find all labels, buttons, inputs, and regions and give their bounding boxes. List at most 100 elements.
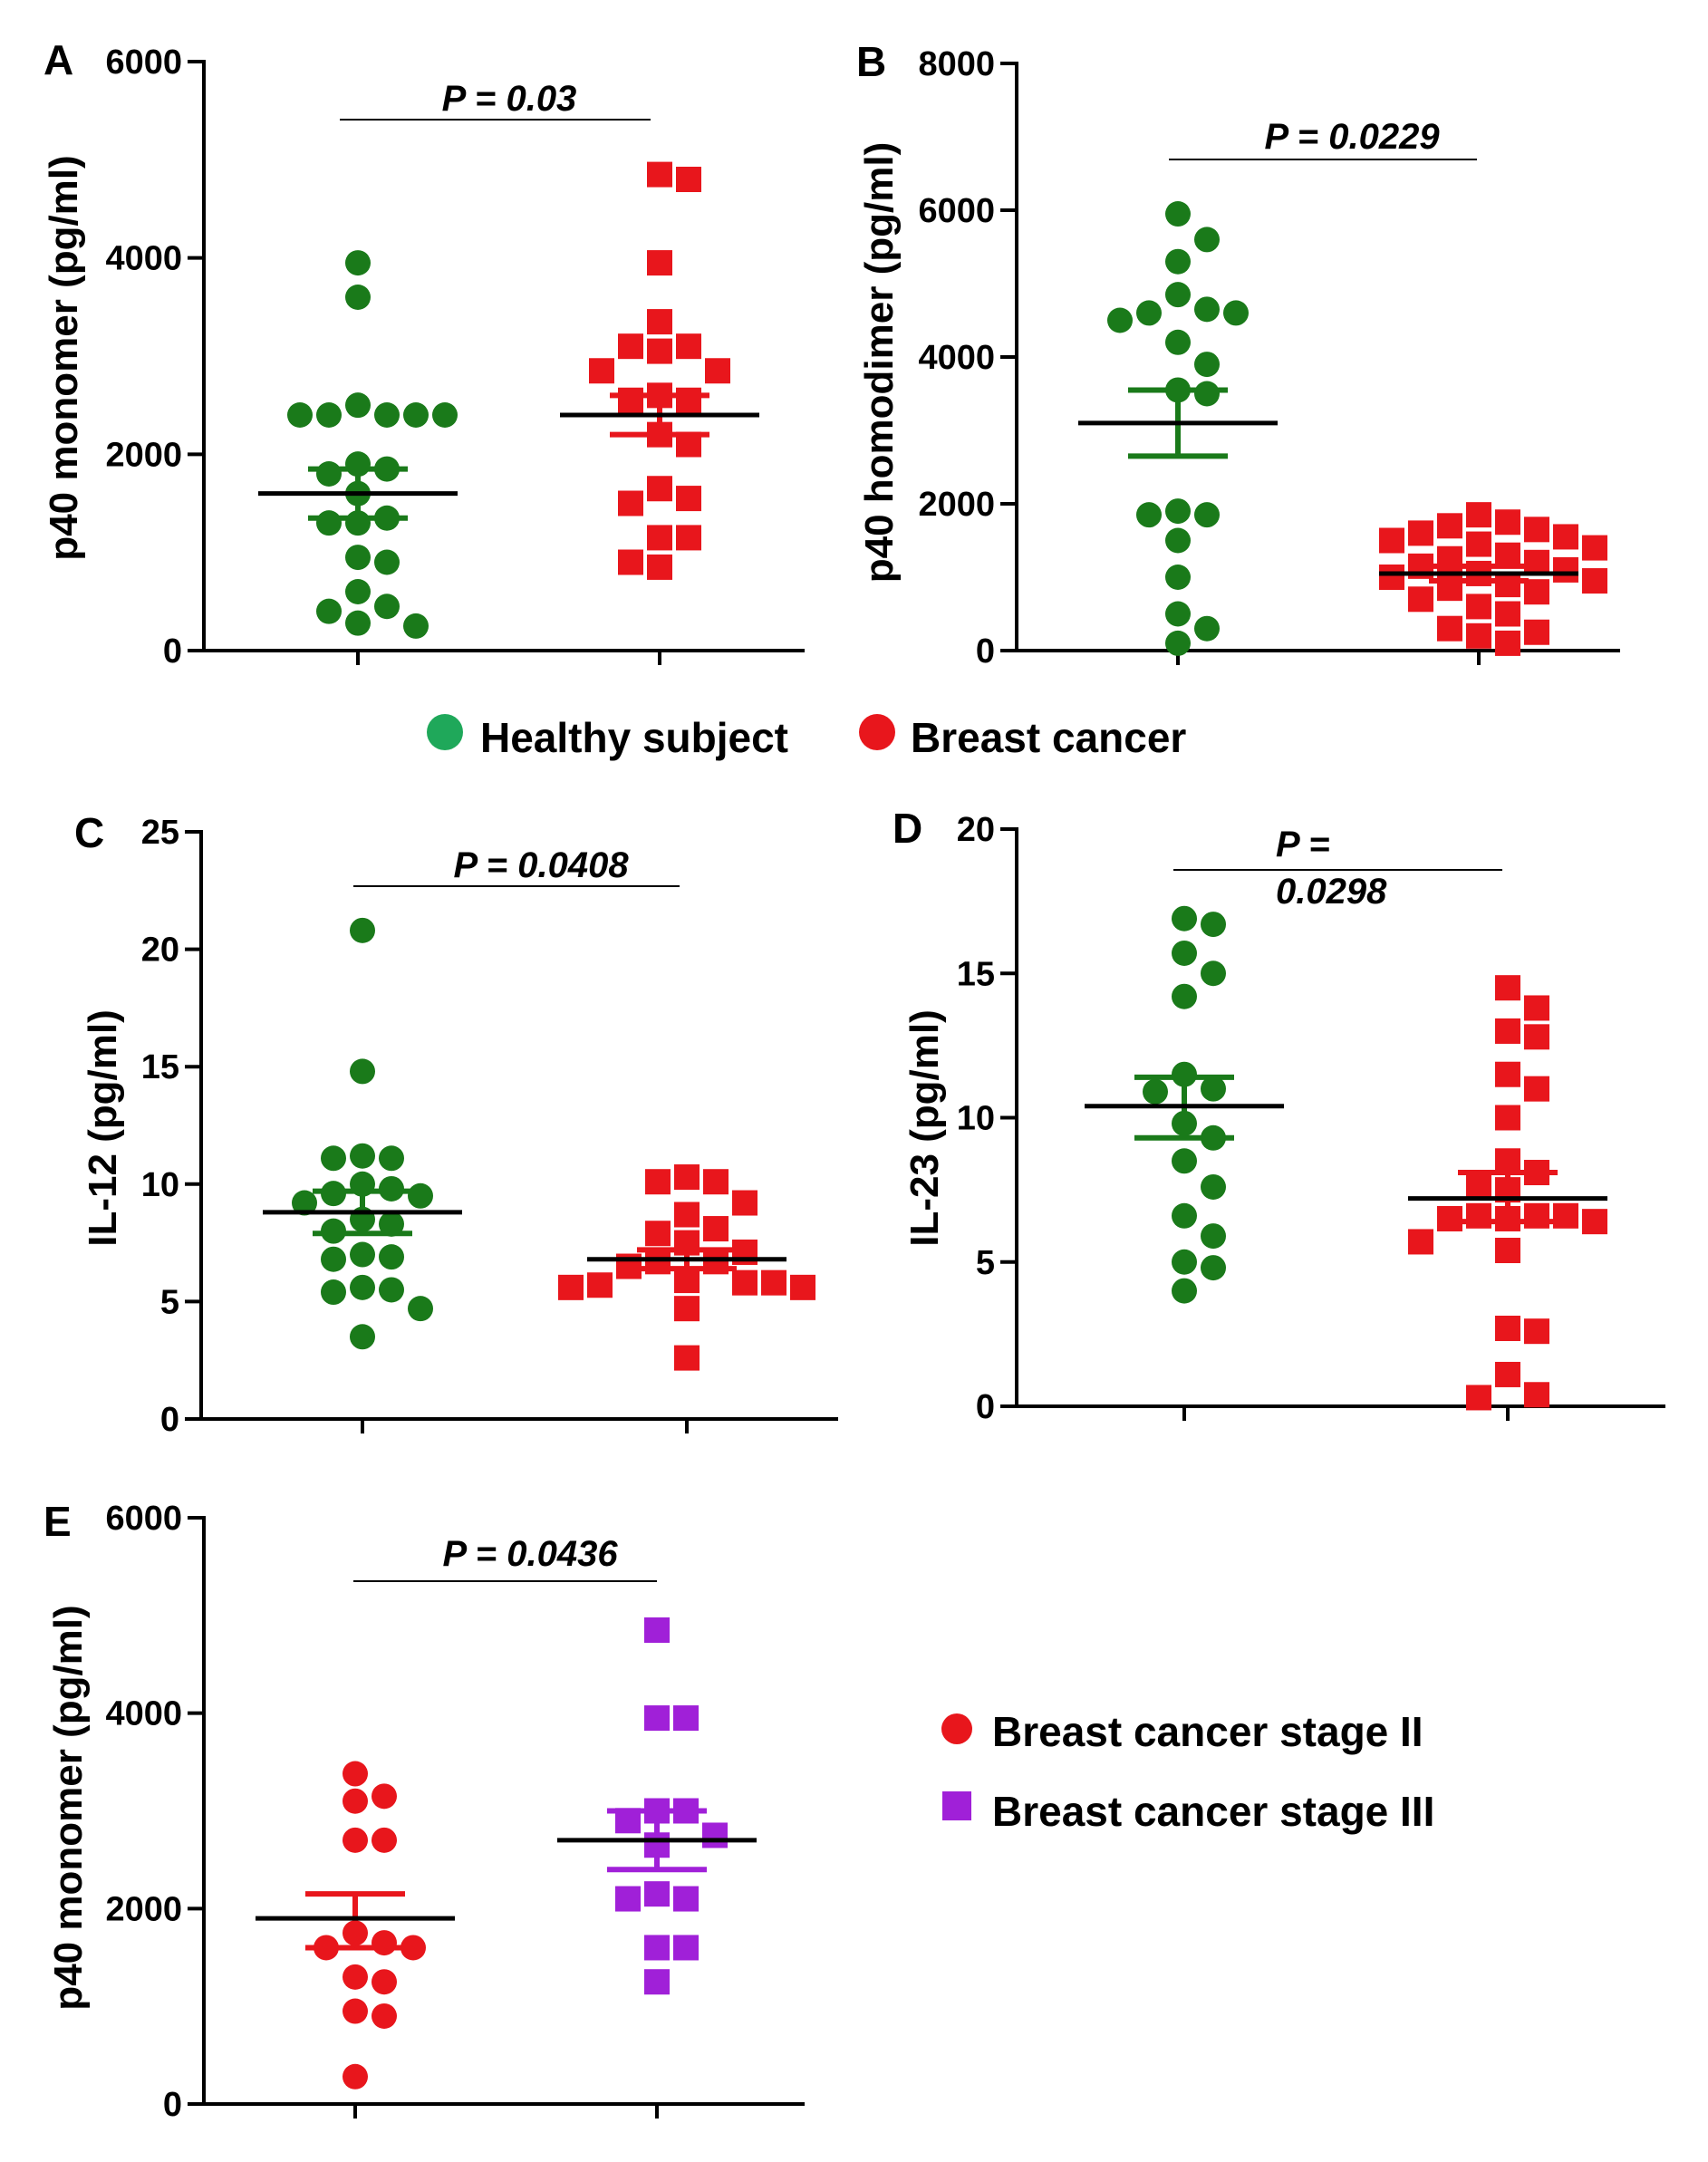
- data-point: [1466, 594, 1491, 620]
- data-point: [676, 167, 701, 192]
- data-point: [790, 1274, 815, 1300]
- data-point: [374, 594, 400, 620]
- data-point: [343, 1998, 368, 2024]
- y-tick-label: 6000: [918, 192, 995, 230]
- panel-b: B 0 2000 4000 6000 8000 p40 homodimer (pg/ml) P…: [856, 38, 1620, 671]
- data-point: [1194, 502, 1220, 528]
- legend-marker-stage-ii: [941, 1713, 972, 1744]
- data-point: [1194, 296, 1220, 323]
- data-point: [1201, 1173, 1226, 1200]
- data-point: [372, 1783, 397, 1810]
- data-point: [374, 549, 400, 575]
- y-tick-label: 4000: [105, 1695, 182, 1733]
- pvalue-label: P = 0.0408: [453, 845, 629, 885]
- data-point: [1437, 1205, 1462, 1231]
- data-point: [1194, 615, 1220, 642]
- data-point: [1495, 572, 1520, 598]
- data-point: [703, 1169, 729, 1195]
- pvalue-label: P = 0.03: [442, 79, 577, 119]
- data-point: [316, 461, 342, 487]
- data-point: [732, 1190, 758, 1216]
- data-point: [343, 1827, 368, 1853]
- data-point: [1172, 1061, 1197, 1087]
- legend-label-healthy: Healthy subject: [480, 714, 788, 761]
- data-point: [1172, 1278, 1197, 1304]
- data-point: [1524, 1202, 1549, 1229]
- data-point: [343, 2063, 368, 2090]
- y-tick-label: 5: [160, 1283, 179, 1321]
- y-tick-label: 4000: [105, 240, 182, 278]
- data-point: [644, 1935, 670, 1961]
- data-point: [1553, 556, 1578, 583]
- data-point: [1582, 535, 1607, 561]
- data-point: [1223, 300, 1249, 326]
- data-point: [350, 1274, 375, 1300]
- data-point: [343, 1964, 368, 1990]
- data-point: [408, 1182, 433, 1209]
- y-tick-label: 8000: [918, 45, 995, 83]
- data-point: [1165, 329, 1191, 355]
- data-point: [1466, 1171, 1491, 1197]
- data-point: [1524, 1076, 1549, 1102]
- data-point: [372, 1930, 397, 1956]
- data-point: [1495, 509, 1520, 536]
- legend-top: Healthy subject Breast cancer: [427, 714, 1186, 761]
- y-tick-label: 10: [957, 1100, 995, 1138]
- data-point: [1201, 1255, 1226, 1281]
- data-point: [1495, 1316, 1520, 1342]
- y-axis-title: IL-12 (pg/ml): [81, 1009, 125, 1247]
- data-point: [1466, 531, 1491, 557]
- data-point: [644, 1969, 670, 1995]
- data-point: [1466, 1202, 1491, 1229]
- data-point: [1194, 352, 1220, 378]
- data-point: [345, 610, 371, 636]
- data-point: [1582, 1209, 1607, 1235]
- panel-label: A: [43, 36, 73, 83]
- data-point: [1107, 307, 1133, 333]
- data-point: [350, 1241, 375, 1268]
- data-point: [673, 1886, 699, 1912]
- data-point: [1165, 527, 1191, 554]
- y-tick-label: 10: [141, 1166, 179, 1204]
- data-point: [645, 1169, 671, 1195]
- data-point: [1194, 227, 1220, 253]
- data-point: [676, 387, 701, 413]
- data-point: [1466, 1385, 1491, 1411]
- data-point: [345, 579, 371, 604]
- y-tick-label: 0: [976, 1388, 995, 1426]
- data-point: [292, 1190, 317, 1216]
- data-point: [1466, 502, 1491, 528]
- data-point: [674, 1296, 700, 1322]
- data-point: [1143, 1078, 1168, 1105]
- y-tick-label: 2000: [105, 436, 182, 474]
- data-point: [1524, 619, 1549, 645]
- data-point: [644, 1705, 670, 1732]
- legend-marker-breast-cancer: [859, 714, 895, 750]
- pvalue-label: P =: [1276, 825, 1330, 864]
- data-point: [1201, 1076, 1226, 1102]
- y-tick-label: 4000: [918, 339, 995, 377]
- data-point: [287, 402, 313, 428]
- data-point: [345, 392, 371, 419]
- y-axis-title: p40 monomer (pg/ml): [46, 1605, 91, 2010]
- data-point: [374, 402, 400, 428]
- y-tick-label: 6000: [105, 43, 182, 82]
- panel-label: D: [893, 805, 922, 852]
- data-point: [1495, 1148, 1520, 1174]
- y-tick-label: 25: [141, 814, 179, 852]
- data-point: [1524, 516, 1549, 543]
- data-point: [1201, 1223, 1226, 1250]
- data-point: [372, 2003, 397, 2029]
- data-point: [1437, 513, 1462, 539]
- data-point: [1495, 1018, 1520, 1044]
- y-axis-title: IL-23 (pg/ml): [902, 1009, 947, 1247]
- data-point: [644, 1617, 670, 1644]
- data-point: [1553, 524, 1578, 550]
- data-point: [589, 358, 614, 384]
- panel-a: A 0 2000 4000 6000 p40 monomer (pg/ml) P = 0.0…: [42, 36, 805, 671]
- data-point: [647, 161, 672, 188]
- data-point: [1495, 1361, 1520, 1387]
- panel-d: D 0 5 10 15 20 IL-23 (pg/ml) P = 0.0298: [893, 805, 1665, 1426]
- data-point: [1165, 282, 1191, 308]
- data-point: [618, 549, 643, 575]
